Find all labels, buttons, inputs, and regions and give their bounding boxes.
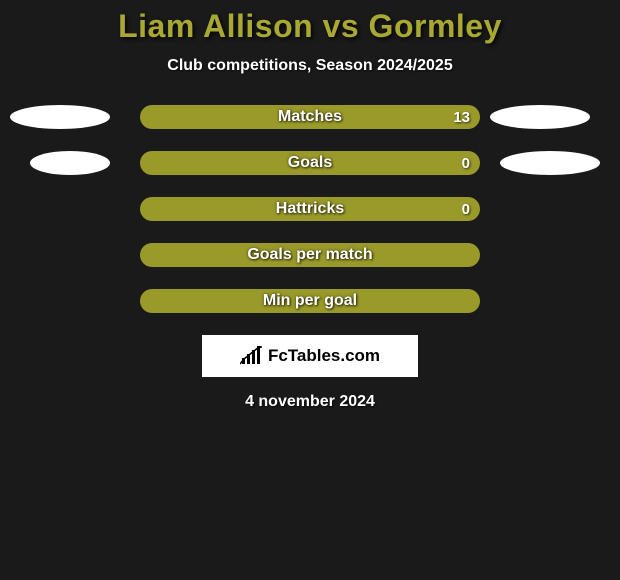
stat-row-goals-per-match: Goals per match [0,243,620,267]
source-logo: FcTables.com [202,335,418,377]
header: Liam Allison vs Gormley Club competition… [0,0,620,75]
stat-bar: Goals 0 [140,151,480,175]
right-value-shape [500,151,600,175]
stat-bar: Matches 13 [140,105,480,129]
left-value-shape [30,151,110,175]
page-subtitle: Club competitions, Season 2024/2025 [0,57,620,75]
stat-value-right: 13 [453,109,470,126]
page-title: Liam Allison vs Gormley [0,8,620,45]
stat-bar: Min per goal [140,289,480,313]
stat-row-min-per-goal: Min per goal [0,289,620,313]
stat-label: Matches [278,108,342,126]
stat-value-right: 0 [462,155,470,172]
stat-label: Goals per match [247,246,372,264]
stat-row-matches: Matches 13 [0,105,620,129]
barchart-icon [240,346,264,366]
stat-bar: Hattricks 0 [140,197,480,221]
logo-text: FcTables.com [268,346,380,366]
right-value-shape [490,105,590,129]
stat-label: Min per goal [263,292,357,310]
left-value-shape [10,105,110,129]
snapshot-date: 4 november 2024 [0,393,620,411]
stat-row-goals: Goals 0 [0,151,620,175]
stat-bar: Goals per match [140,243,480,267]
stat-row-hattricks: Hattricks 0 [0,197,620,221]
stat-label: Hattricks [276,200,344,218]
comparison-chart: Matches 13 Goals 0 Hattricks 0 Goals per… [0,105,620,313]
stat-value-right: 0 [462,201,470,218]
stat-label: Goals [288,154,332,172]
